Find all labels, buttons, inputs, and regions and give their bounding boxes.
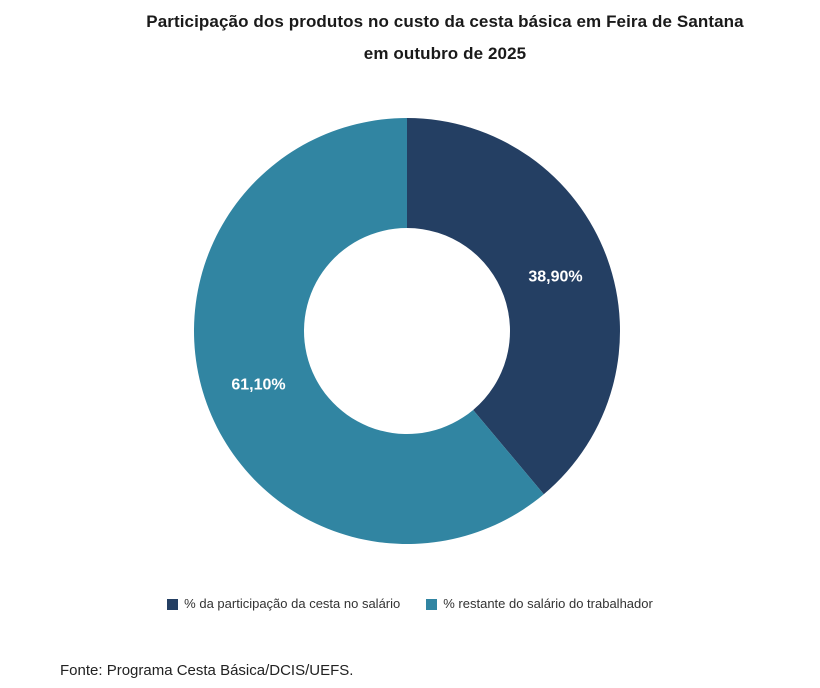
legend-item-cesta-no-salario: % da participação da cesta no salário bbox=[167, 596, 400, 612]
slice-value-label-0: 38,90% bbox=[528, 269, 582, 286]
donut-slice-0 bbox=[407, 118, 620, 495]
legend-item-restante-salario: % restante do salário do trabalhador bbox=[426, 596, 653, 612]
source-note: Fonte: Programa Cesta Básica/DCIS/UEFS. bbox=[60, 662, 354, 679]
chart-title-line2: em outubro de 2025 bbox=[363, 44, 527, 63]
chart-title-line1: Participação dos produtos no custo da ce… bbox=[146, 12, 744, 31]
chart-title: Participação dos produtos no custo da ce… bbox=[0, 6, 820, 70]
chart-legend: % da participação da cesta no salário % … bbox=[0, 596, 820, 612]
slice-value-label-1: 61,10% bbox=[231, 377, 285, 394]
legend-swatch-navy-icon bbox=[167, 598, 179, 610]
donut-slice-1 bbox=[193, 117, 544, 544]
legend-swatch-teal-icon bbox=[426, 598, 438, 610]
legend-label: % da participação da cesta no salário bbox=[184, 596, 401, 611]
legend-label: % restante do salário do trabalhador bbox=[443, 596, 653, 611]
